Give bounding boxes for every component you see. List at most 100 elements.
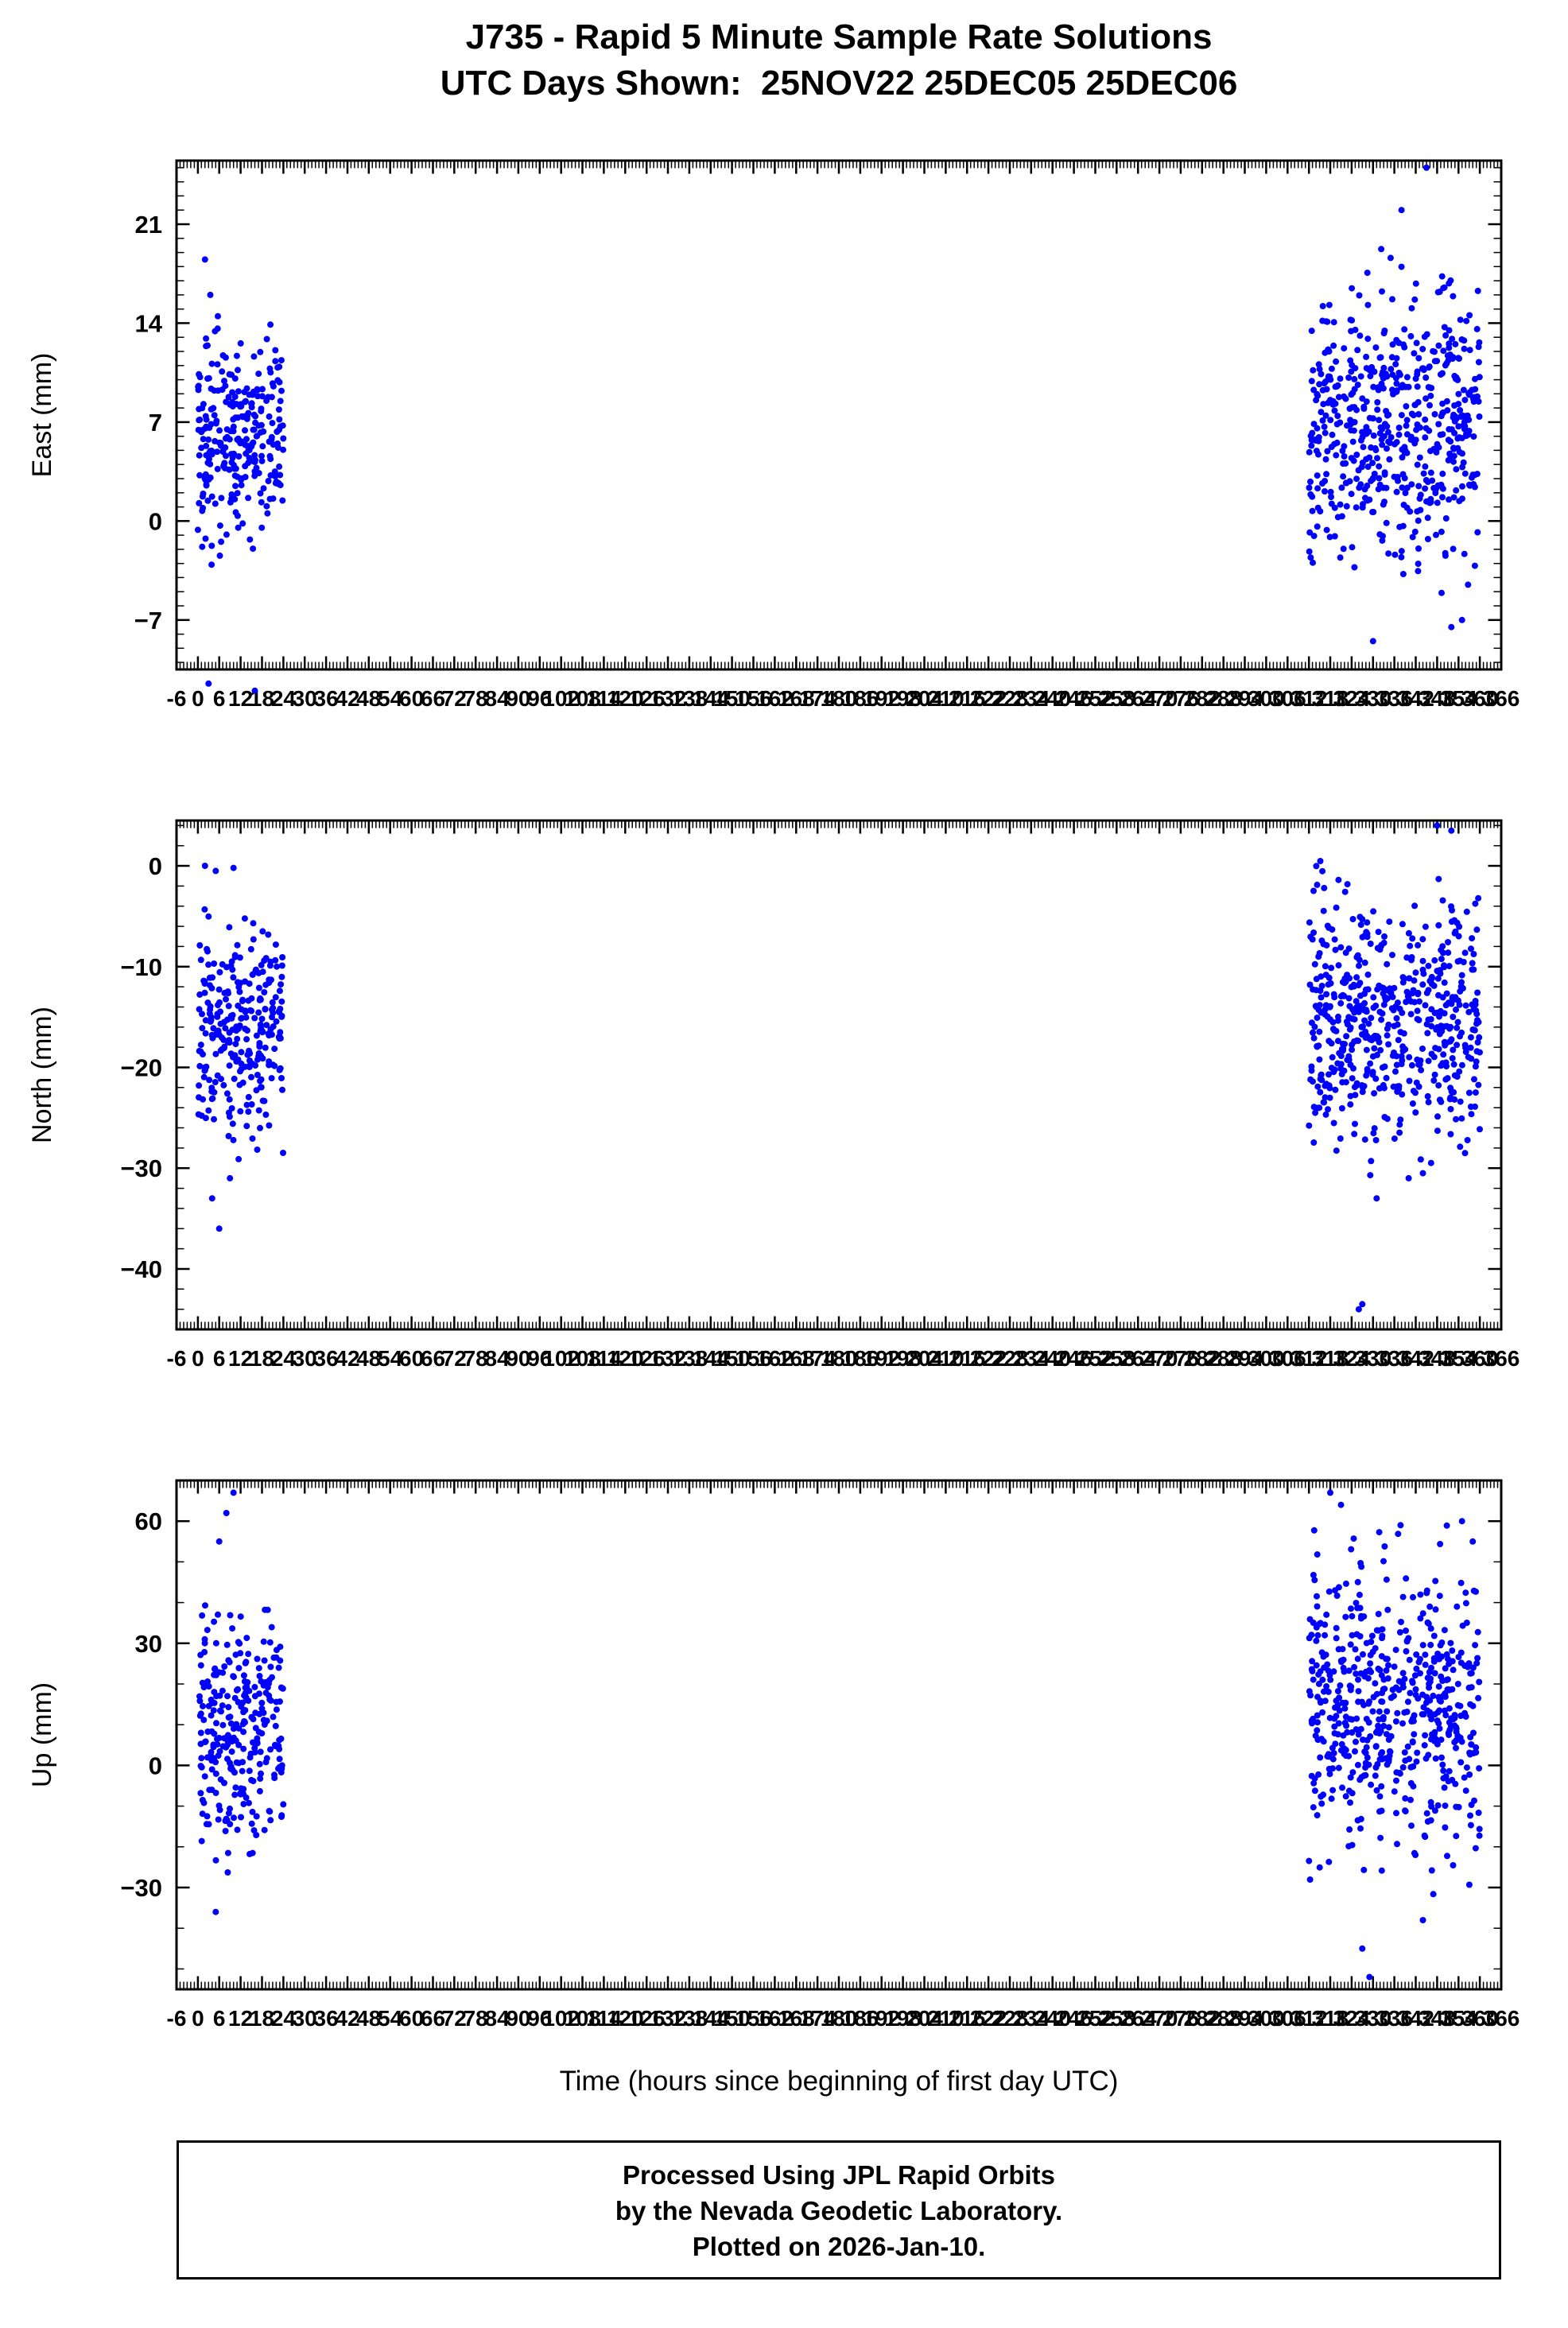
svg-text:354: 354 [1440,686,1477,711]
svg-text:222: 222 [970,686,1007,711]
svg-text:348: 348 [1419,1346,1456,1371]
svg-text:138: 138 [671,1346,708,1371]
svg-text:0: 0 [149,507,162,535]
svg-text:42: 42 [335,686,359,711]
svg-text:354: 354 [1440,1346,1477,1371]
svg-text:156: 156 [735,1346,772,1371]
north-chart: -6 0 6 121824303642485460667278849096102108… [27,819,1519,1371]
svg-text:0: 0 [192,1346,204,1371]
svg-text:102: 102 [542,686,580,711]
svg-text:6: 6 [213,686,226,711]
svg-text:0: 0 [192,686,204,711]
svg-text:42: 42 [335,2006,359,2031]
svg-text:108: 108 [564,1346,601,1371]
svg-text:126: 126 [628,2006,666,2031]
svg-text:114: 114 [586,2006,623,2031]
svg-text:354: 354 [1440,2006,1477,2031]
svg-text:306: 306 [1269,2006,1306,2031]
svg-text:222: 222 [970,1346,1007,1371]
svg-text:12: 12 [228,1346,253,1371]
svg-text:288: 288 [1205,2006,1242,2031]
svg-text:318: 318 [1312,686,1349,711]
svg-text:6: 6 [213,2006,226,2031]
svg-text:240: 240 [1034,2006,1071,2031]
svg-text:30: 30 [293,2006,317,2031]
svg-text:234: 234 [1012,2006,1050,2031]
svg-text:120: 120 [607,1346,644,1371]
svg-text:366: 366 [1483,686,1520,711]
svg-text:282: 282 [1183,1346,1221,1371]
svg-text:72: 72 [442,2006,467,2031]
chart-subtitle: UTC Days Shown: 25NOV22 25DEC05 25DEC06 [440,64,1238,103]
svg-text:228: 228 [992,686,1029,711]
svg-text:48: 48 [356,2006,381,2031]
svg-text:180: 180 [821,686,858,711]
svg-text:132: 132 [650,1346,687,1371]
svg-text:−20: −20 [120,1054,162,1082]
svg-text:132: 132 [650,686,687,711]
svg-text:12: 12 [228,2006,253,2031]
svg-text:192: 192 [863,2006,900,2031]
svg-text:162: 162 [756,686,794,711]
svg-text:21: 21 [135,211,162,239]
svg-text:186: 186 [842,1346,879,1371]
svg-text:228: 228 [992,1346,1029,1371]
svg-text:204: 204 [906,1346,943,1371]
svg-text:90: 90 [506,1346,530,1371]
svg-text:East (mm): East (mm) [27,353,57,478]
svg-text:198: 198 [884,1346,922,1371]
svg-text:210: 210 [927,1346,964,1371]
svg-text:336: 336 [1376,686,1413,711]
svg-text:336: 336 [1376,2006,1413,2031]
svg-text:240: 240 [1034,686,1071,711]
svg-text:144: 144 [692,686,729,711]
footer-box: Processed Using JPL Rapid Orbits by the … [177,2140,1501,2280]
svg-text:30: 30 [293,686,317,711]
svg-text:−30: −30 [120,1154,162,1182]
svg-text:0: 0 [192,2006,204,2031]
svg-text:258: 258 [1098,1346,1135,1371]
svg-text:144: 144 [692,1346,729,1371]
svg-text:78: 78 [464,686,488,711]
svg-text:318: 318 [1312,1346,1349,1371]
svg-text:342: 342 [1397,1346,1434,1371]
svg-text:14: 14 [135,309,163,337]
svg-text:90: 90 [506,2006,530,2031]
svg-text:180: 180 [821,2006,858,2031]
svg-text:198: 198 [884,686,922,711]
svg-text:0: 0 [149,1752,162,1779]
svg-text:264: 264 [1120,2006,1157,2031]
svg-text:126: 126 [628,686,666,711]
svg-text:72: 72 [442,686,467,711]
svg-text:276: 276 [1162,686,1200,711]
svg-text:54: 54 [378,1346,403,1371]
svg-text:168: 168 [778,1346,815,1371]
svg-text:174: 174 [799,2006,836,2031]
svg-text:204: 204 [906,2006,943,2031]
svg-text:66: 66 [421,2006,445,2031]
svg-text:60: 60 [399,1346,424,1371]
svg-text:78: 78 [464,1346,488,1371]
svg-text:270: 270 [1141,1346,1178,1371]
svg-text:246: 246 [1055,686,1093,711]
svg-text:282: 282 [1183,2006,1221,2031]
svg-text:312: 312 [1290,1346,1328,1371]
svg-text:48: 48 [356,686,381,711]
svg-text:54: 54 [378,686,403,711]
svg-text:96: 96 [527,2006,552,2031]
svg-text:-6: -6 [167,1346,187,1371]
svg-text:294: 294 [1226,686,1263,711]
svg-text:282: 282 [1183,686,1221,711]
svg-text:360: 360 [1461,2006,1499,2031]
east-chart: -6 0 6 121824303642485460667278849096102108… [27,159,1520,711]
svg-text:216: 216 [949,2006,986,2031]
svg-text:180: 180 [821,1346,858,1371]
svg-text:342: 342 [1397,686,1434,711]
svg-text:North (mm): North (mm) [27,1007,57,1143]
svg-text:198: 198 [884,2006,922,2031]
svg-text:270: 270 [1141,686,1178,711]
svg-text:174: 174 [799,1346,836,1371]
svg-text:72: 72 [442,1346,467,1371]
svg-text:264: 264 [1120,686,1157,711]
